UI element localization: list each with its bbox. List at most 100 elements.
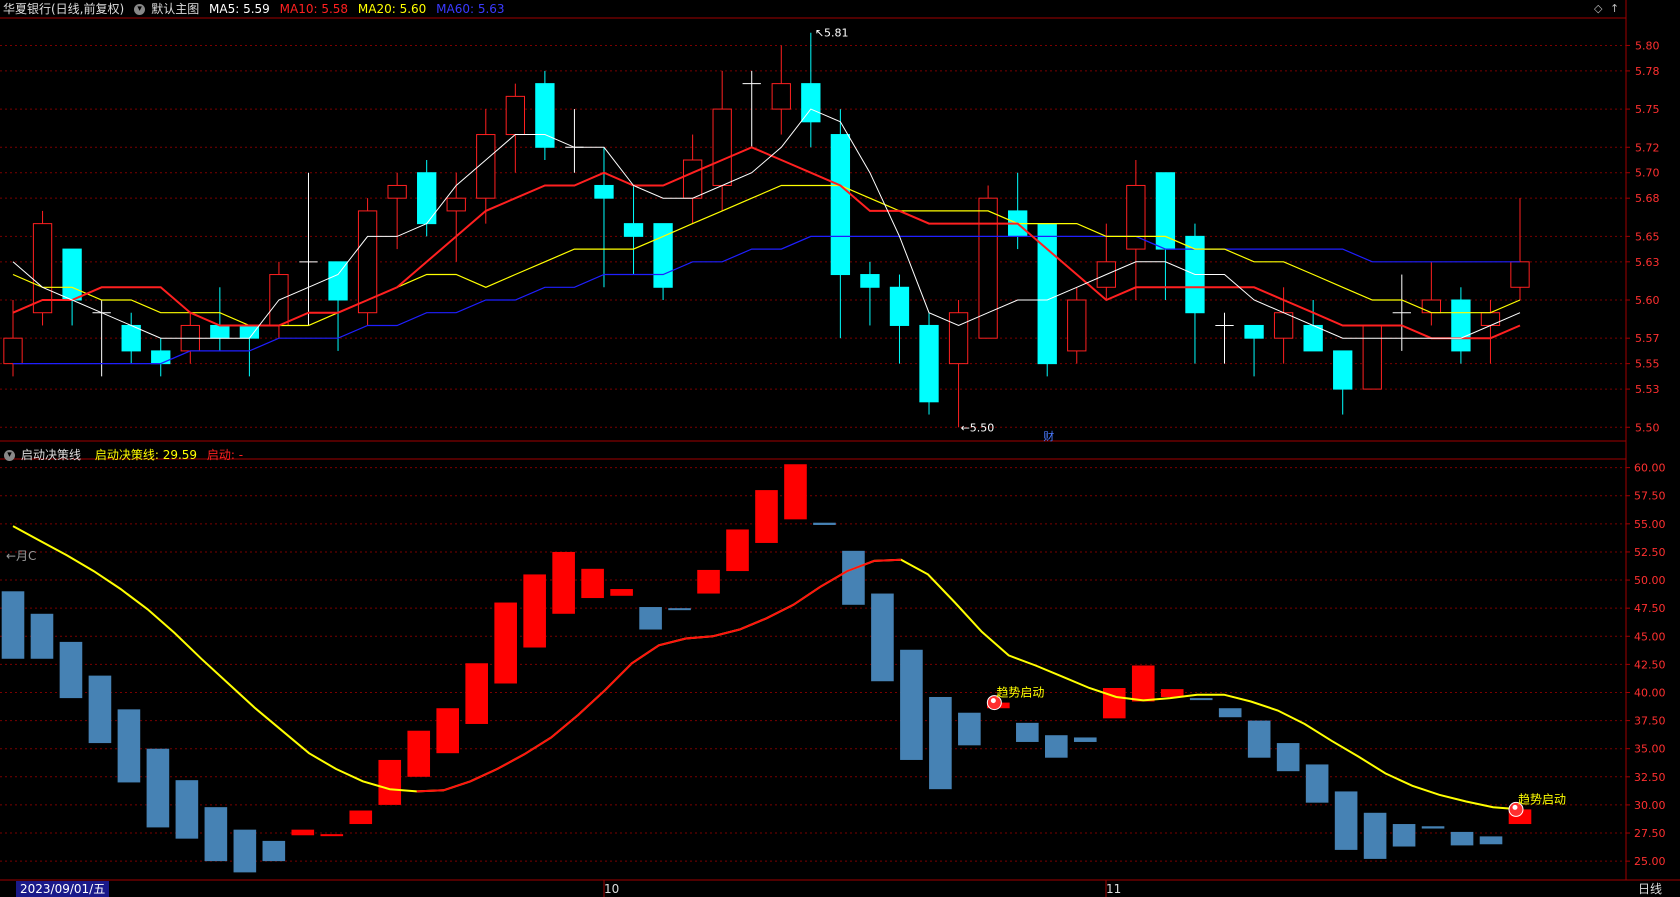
indicator-bar[interactable] (697, 569, 720, 594)
indicator-bar[interactable] (320, 834, 344, 837)
indicator-bar[interactable] (581, 568, 604, 599)
candle[interactable] (357, 198, 378, 326)
indicator-bar[interactable] (842, 550, 865, 605)
indicator-bar[interactable] (436, 708, 460, 754)
indicator-bar[interactable] (117, 709, 141, 783)
candle[interactable] (1096, 223, 1116, 300)
indicator-bar[interactable] (465, 663, 488, 724)
candle[interactable] (446, 172, 466, 262)
candle[interactable] (1273, 287, 1294, 364)
indicator-bar[interactable] (523, 574, 546, 648)
indicator-bar[interactable] (1160, 689, 1184, 697)
candle[interactable] (860, 261, 880, 326)
candle[interactable] (328, 261, 348, 351)
arrow-up-icon[interactable]: ↑ (1610, 2, 1620, 15)
candle[interactable] (121, 312, 141, 364)
indicator-bar[interactable] (900, 649, 923, 760)
candle[interactable] (1333, 350, 1353, 415)
indicator-bar[interactable] (639, 607, 662, 630)
diamond-icon[interactable]: ◇ (1594, 2, 1603, 15)
indicator-bar[interactable] (1276, 743, 1300, 772)
candle[interactable] (417, 160, 437, 237)
candle[interactable] (682, 134, 703, 224)
trend-start-signal[interactable]: 趋势启动 (986, 686, 1044, 711)
indicator-bar[interactable] (59, 641, 83, 699)
candle[interactable] (1392, 274, 1411, 351)
indicator-bar[interactable] (1102, 687, 1126, 719)
indicator-bar[interactable] (1, 591, 25, 659)
candle[interactable] (505, 83, 525, 173)
indicator-bar[interactable] (610, 589, 633, 596)
candle[interactable] (210, 287, 230, 351)
finance-marker[interactable]: 财 (1043, 429, 1054, 443)
period-label[interactable]: 日线 (1637, 882, 1662, 896)
main-chart-label[interactable]: 默认主图 (151, 2, 200, 16)
indicator-bar[interactable] (1131, 665, 1155, 702)
candle[interactable] (1362, 324, 1382, 390)
indicator-bar[interactable] (233, 829, 257, 873)
indicator-bar[interactable] (1045, 735, 1068, 758)
candle[interactable] (1451, 287, 1471, 364)
indicator-bar[interactable] (929, 696, 952, 790)
candle[interactable] (1008, 172, 1028, 250)
candle[interactable] (1303, 300, 1323, 352)
candle[interactable] (771, 45, 791, 135)
candle[interactable] (889, 274, 910, 364)
candle[interactable] (801, 32, 821, 148)
indicator-bar[interactable] (378, 759, 402, 805)
indicator-bar[interactable] (175, 780, 199, 839)
candle[interactable] (919, 312, 939, 415)
candle[interactable] (1126, 160, 1146, 300)
indicator-bar[interactable] (1450, 831, 1474, 846)
candle[interactable] (742, 70, 761, 148)
candle[interactable] (1185, 223, 1205, 364)
indicator-bar[interactable] (349, 810, 373, 825)
indicator-bar[interactable] (1479, 836, 1503, 845)
indicator-name[interactable]: 启动决策线 (21, 448, 82, 462)
candle[interactable] (594, 147, 614, 288)
indicator-bar[interactable] (146, 748, 170, 828)
candle[interactable] (1510, 198, 1530, 300)
indicator-bar[interactable] (1363, 812, 1387, 859)
indicator-bar[interactable] (1392, 824, 1416, 847)
indicator-bar[interactable] (1334, 791, 1358, 850)
candle[interactable] (151, 338, 171, 377)
candle[interactable] (32, 210, 53, 326)
trend-start-signal[interactable]: 趋势启动 (1508, 792, 1566, 817)
indicator-bar[interactable] (1073, 737, 1097, 742)
indicator-bar[interactable] (755, 490, 778, 543)
candle[interactable] (565, 109, 584, 173)
indicator-bar[interactable] (30, 613, 54, 659)
settings-circle-icon[interactable]: ▾ (134, 4, 146, 15)
indicator-bar[interactable] (552, 551, 575, 614)
indicator-bar[interactable] (1305, 764, 1329, 803)
candle[interactable] (387, 172, 407, 250)
candle[interactable] (712, 70, 732, 211)
indicator-bar[interactable] (407, 730, 431, 777)
indicator-bar[interactable] (88, 675, 112, 744)
indicator-bar[interactable] (262, 840, 286, 862)
candle[interactable] (948, 300, 969, 428)
indicator-bar[interactable] (291, 829, 315, 836)
indicator-bar[interactable] (1218, 708, 1242, 718)
candle[interactable] (476, 109, 496, 224)
candle[interactable] (1244, 324, 1264, 377)
indicator-bar[interactable] (1421, 826, 1445, 829)
candle[interactable] (1421, 261, 1442, 326)
indicator-bar[interactable] (784, 464, 807, 520)
indicator-bar[interactable] (958, 712, 981, 746)
candle[interactable] (830, 109, 851, 339)
indicator-bar[interactable] (1189, 698, 1213, 701)
indicator-settings-icon[interactable]: ▾ (4, 450, 15, 461)
indicator-bar[interactable] (813, 522, 836, 525)
indicator-bar[interactable] (494, 602, 517, 684)
candle[interactable] (1215, 312, 1234, 364)
candle[interactable] (653, 223, 673, 300)
indicator-bar[interactable] (1247, 720, 1271, 758)
indicator-bar[interactable] (871, 593, 894, 682)
indicator-bar[interactable] (1016, 722, 1039, 742)
indicator-bar[interactable] (726, 529, 749, 572)
indicator-bar[interactable] (668, 608, 691, 611)
candle[interactable] (1067, 287, 1087, 364)
